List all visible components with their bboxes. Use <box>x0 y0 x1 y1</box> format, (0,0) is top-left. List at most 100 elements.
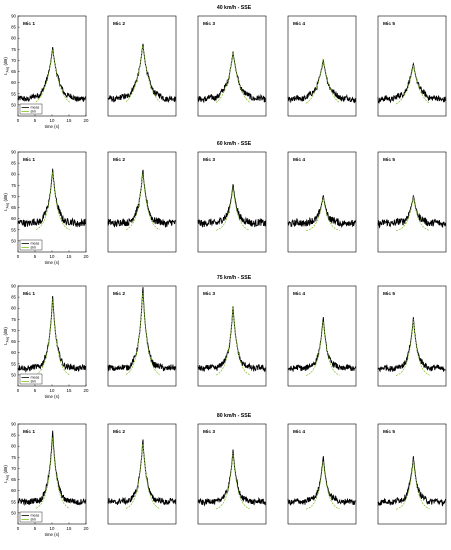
meas-line <box>287 456 357 506</box>
y-tick-label: 90 <box>11 14 16 19</box>
meas-line <box>107 439 177 506</box>
axes-box <box>197 15 267 117</box>
panel: Mic 1 50 55 60 65 70 75 80 85 90 0 5 10 15 20 time (s) L… <box>3 422 89 538</box>
panel: Mic 3 <box>197 423 267 525</box>
axes-box <box>287 423 357 525</box>
panel-title: Mic 4 <box>293 21 305 27</box>
y-tick-label: 60 <box>11 216 16 221</box>
axes-box <box>287 151 357 253</box>
axes-box <box>377 151 447 253</box>
panel-title: Mic 3 <box>203 429 215 435</box>
y-tick-label: 65 <box>11 69 16 74</box>
axes-box <box>377 285 447 387</box>
sim-line <box>125 173 160 231</box>
x-axis-label: time (s) <box>45 124 60 129</box>
meas-line <box>377 61 447 104</box>
y-tick-label: 85 <box>11 25 16 30</box>
legend-label: meas <box>31 242 40 246</box>
x-tick-label: 5 <box>34 118 37 123</box>
y-tick-label: 55 <box>11 361 16 366</box>
legend-label: meas <box>31 514 40 518</box>
x-tick-label: 5 <box>34 526 37 531</box>
meas-line <box>287 195 357 229</box>
panel: Mic 5 <box>377 151 447 253</box>
y-axis-label: LAeq (dB) <box>3 327 10 345</box>
sim-line <box>35 171 70 231</box>
panel-title: Mic 5 <box>383 157 395 163</box>
sim-line <box>35 437 70 509</box>
panel: Mic 4 <box>287 15 357 117</box>
x-tick-label: 15 <box>67 526 72 531</box>
y-label-unit: (dB) <box>3 327 8 337</box>
legend-box <box>19 103 43 115</box>
panel-title: Mic 1 <box>23 291 35 297</box>
y-tick-label: 90 <box>11 150 16 155</box>
panel: Mic 3 <box>197 151 267 253</box>
sim-line <box>215 187 250 231</box>
panel: Mic 4 <box>287 285 357 387</box>
meas-line <box>17 295 87 373</box>
y-tick-label: 65 <box>11 339 16 344</box>
legend-label: sim <box>31 110 37 114</box>
x-tick-label: 15 <box>67 388 72 393</box>
sim-line <box>35 49 70 103</box>
sim-line <box>305 197 340 232</box>
panel-title: Mic 5 <box>383 21 395 27</box>
x-tick-label: 0 <box>17 526 20 531</box>
legend-label: meas <box>31 376 40 380</box>
x-tick-label: 20 <box>84 388 89 393</box>
axes-box <box>377 423 447 525</box>
panel-title: Mic 3 <box>203 157 215 163</box>
x-tick-label: 10 <box>50 526 55 531</box>
y-label-main: L <box>3 208 8 211</box>
y-tick-label: 80 <box>11 444 16 449</box>
sim-line <box>395 459 430 510</box>
y-tick-label: 65 <box>11 205 16 210</box>
y-tick-label: 80 <box>11 36 16 41</box>
meas-line <box>377 317 446 373</box>
legend-box <box>19 239 43 251</box>
y-tick-label: 80 <box>11 172 16 177</box>
x-tick-label: 0 <box>17 118 20 123</box>
meas-line <box>377 195 447 229</box>
meas-line <box>197 184 267 228</box>
axes-box <box>287 15 357 117</box>
sim-line <box>125 45 160 102</box>
y-tick-label: 85 <box>11 433 16 438</box>
y-tick-label: 75 <box>11 183 16 188</box>
meas-line <box>287 317 357 372</box>
x-axis-label: time (s) <box>45 260 60 265</box>
panel: Mic 5 <box>377 423 447 525</box>
panel-title: Mic 1 <box>23 21 35 27</box>
x-tick-label: 10 <box>50 118 55 123</box>
panel-title: Mic 4 <box>293 157 305 163</box>
legend-box <box>19 511 43 523</box>
y-axis-label: LAeq (dB) <box>3 465 10 483</box>
panel: Mic 5 <box>377 285 447 387</box>
x-tick-label: 0 <box>17 254 20 259</box>
panel-title: Mic 5 <box>383 429 395 435</box>
row-title: 80 km/h - SSE <box>217 413 252 419</box>
y-tick-label: 85 <box>11 161 16 166</box>
y-tick-label: 70 <box>11 58 16 63</box>
x-tick-label: 10 <box>50 388 55 393</box>
y-tick-label: 75 <box>11 317 16 322</box>
sim-line <box>215 52 250 103</box>
legend-box <box>19 373 43 385</box>
x-tick-label: 20 <box>84 118 89 123</box>
meas-line <box>17 47 87 103</box>
panel: Mic 3 <box>197 285 267 387</box>
meas-line <box>17 168 87 228</box>
panel-title: Mic 3 <box>203 291 215 297</box>
panel: Mic 2 <box>107 151 177 253</box>
y-label-unit: (dB) <box>3 193 8 203</box>
legend-label: sim <box>31 380 37 384</box>
legend-label: sim <box>31 246 37 250</box>
axes-box <box>17 151 87 253</box>
y-axis-label: LAeq (dB) <box>3 193 10 211</box>
panel: Mic 2 <box>107 15 177 117</box>
panel-title: Mic 4 <box>293 429 305 435</box>
axes-box <box>197 285 267 387</box>
panel: Mic 1 50 55 60 65 70 75 80 85 90 0 5 10 15 20 time (s) L… <box>3 284 89 400</box>
